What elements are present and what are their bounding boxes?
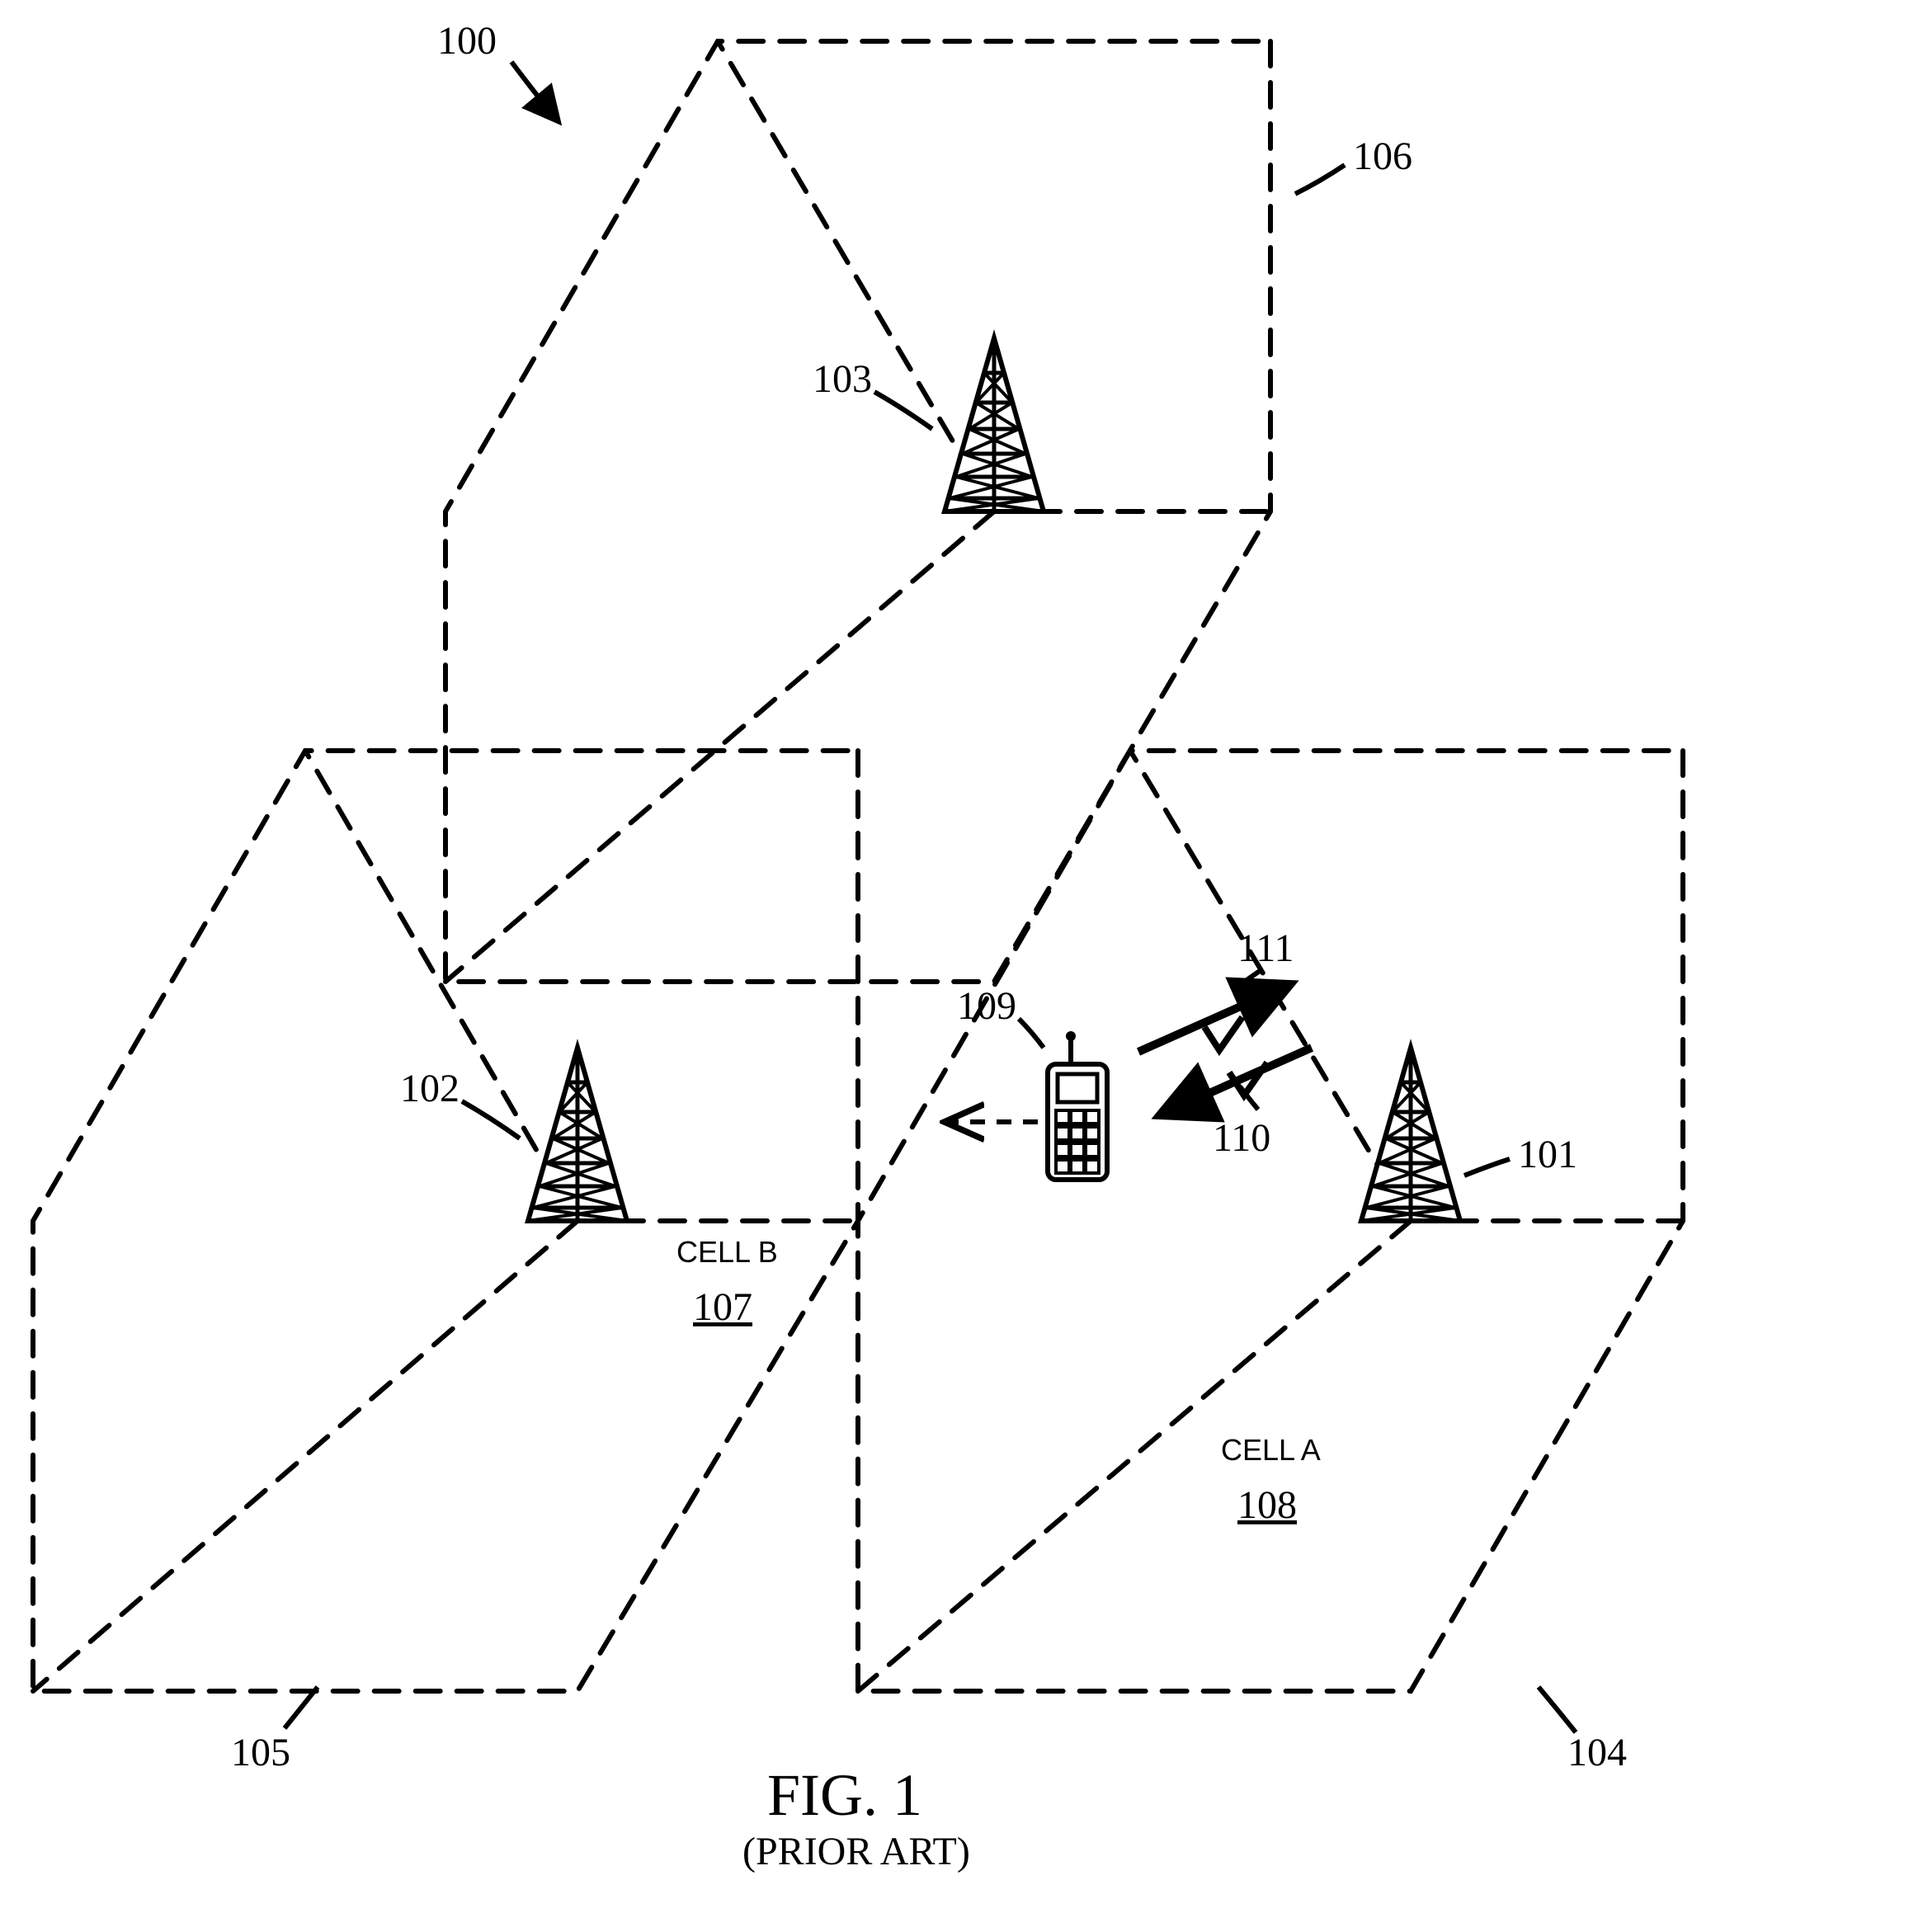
leader-109 (1019, 1019, 1044, 1048)
ref-103: 103 (813, 357, 872, 401)
cell-a-label: CELL A (1221, 1433, 1321, 1467)
tower-101-icon (1361, 1048, 1460, 1221)
ref-107: 107 (693, 1285, 752, 1329)
ref-100: 100 (437, 19, 497, 63)
leader-106 (1295, 165, 1345, 194)
ref-106: 106 (1353, 134, 1412, 178)
leader-111 (1233, 969, 1262, 990)
tower-103-icon (945, 338, 1044, 511)
ref-105: 105 (231, 1731, 290, 1774)
phone-109-icon (1048, 1031, 1107, 1180)
ref-101: 101 (1518, 1133, 1577, 1176)
ref-110: 110 (1213, 1116, 1270, 1160)
figure-title: FIG. 1 (767, 1762, 922, 1828)
cell-b-label: CELL B (676, 1235, 778, 1269)
figure-svg: 100 106 103 102 101 109 111 110 105 104 … (0, 0, 1923, 1932)
ref-104: 104 (1567, 1731, 1627, 1774)
ref-102: 102 (400, 1067, 460, 1110)
hex-a (858, 751, 1683, 1691)
leader-103 (874, 392, 932, 429)
ref-109: 109 (957, 984, 1016, 1028)
leader-101 (1464, 1159, 1510, 1176)
ref-111: 111 (1237, 926, 1294, 970)
leader-100 (511, 62, 557, 120)
figure-subtitle: (PRIOR ART) (742, 1830, 970, 1873)
ref-108: 108 (1237, 1483, 1297, 1527)
downlink-110-arrow (1163, 1048, 1312, 1114)
tower-102-icon (528, 1048, 627, 1221)
uplink-111-arrow (1138, 986, 1287, 1052)
leader-104 (1539, 1687, 1576, 1732)
